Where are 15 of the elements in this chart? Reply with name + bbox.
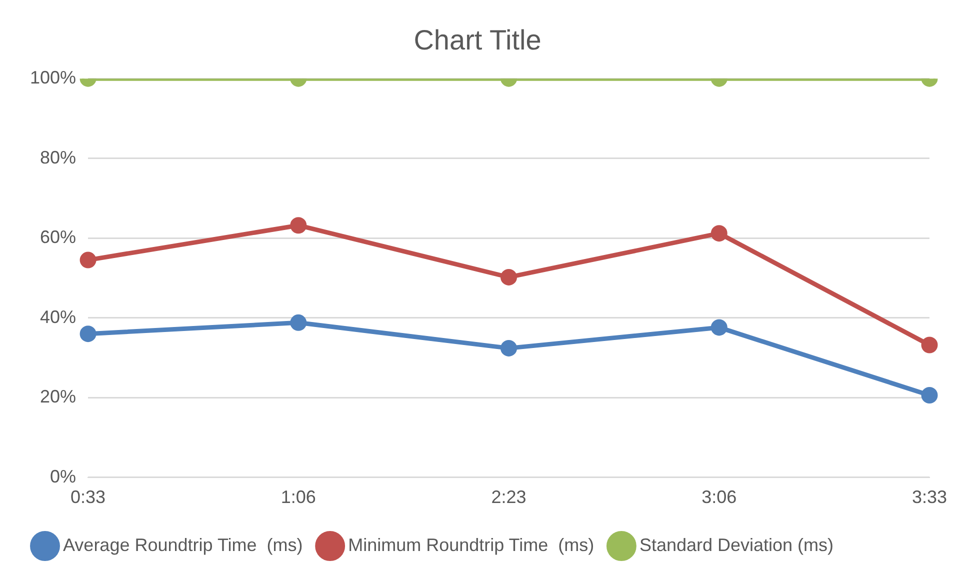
legend-label: Minimum Roundtrip Time (ms) (348, 534, 594, 555)
y-tick-label: 80% (40, 147, 76, 168)
chart-title: Chart Title (414, 24, 542, 56)
legend-label: Standard Deviation (ms) (639, 534, 834, 555)
y-tick-label: 0% (50, 466, 76, 486)
x-tick-label: 3:06 (702, 487, 737, 508)
x-tick-label: 1:06 (280, 487, 316, 508)
y-tick-label: 60% (40, 227, 76, 248)
y-tick-label: 100% (30, 68, 76, 88)
x-tick-label: 2:23 (491, 487, 526, 508)
x-tick-label: 3:33 (912, 487, 948, 508)
y-tick-label: 20% (40, 386, 76, 407)
legend-label: Average Roundtrip Time (ms) (63, 534, 303, 555)
y-tick-label: 40% (40, 306, 76, 327)
x-tick-label: 0:33 (70, 487, 106, 508)
